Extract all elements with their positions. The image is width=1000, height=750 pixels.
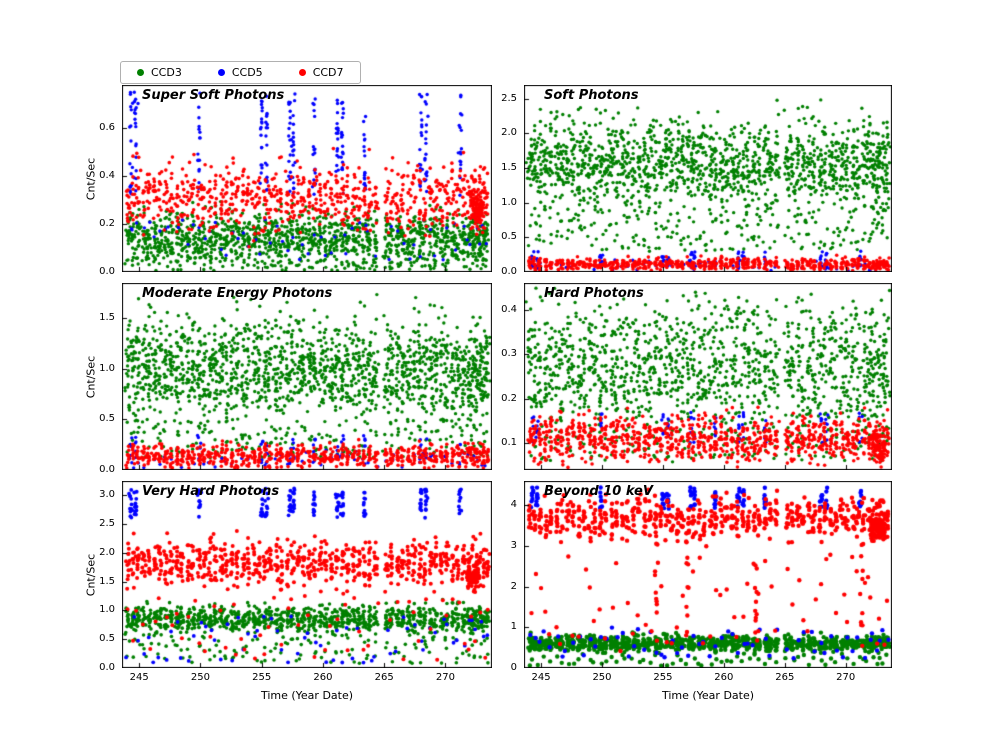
x-tick-label: 260 [714,672,734,683]
y-tick-label: 0.4 [99,170,115,182]
y-tick-label: 0.4 [501,303,517,315]
y-tick-label: 0.0 [99,266,115,277]
y-tick-label: 3.0 [99,489,115,501]
y-tick-label: 0 [510,662,517,673]
x-tick-label: 255 [252,672,272,683]
y-tick-label: 0.5 [99,633,115,645]
x-tick-label: 250 [592,672,612,683]
x-tick-label: 265 [374,672,394,683]
panel-title: Very Hard Photons [142,484,280,499]
y-tick-label: 2.5 [501,92,517,104]
y-tick-label: 0.2 [501,392,517,404]
y-tick-label: 1.5 [99,575,115,587]
y-tick-label: 2 [510,580,517,592]
ccd3-marker-icon [137,69,144,76]
x-tick-label: 245 [129,672,149,683]
y-tick-label: 0.3 [501,348,517,360]
panel-moderate-energy-photons: Moderate Energy Photons Cnt/Sec 0.0 0.5 1.… [85,283,492,475]
y-tick-label: 1.5 [99,312,115,324]
panel-title: Super Soft Photons [142,88,285,103]
x-tick-label: 255 [653,672,673,683]
ccd7-marker-icon [298,69,306,76]
legend-item-ccd5: CCD5 [217,66,263,79]
y-tick-label: 3 [510,540,517,552]
panel-title: Soft Photons [544,88,639,103]
scatter-plot-canvas [122,481,492,668]
legend-label-ccd5: CCD5 [231,66,263,79]
x-axis-label: Time (Year Date) [260,689,354,702]
y-tick-label: 0.5 [99,413,115,425]
legend-item-ccd7: CCD7 [298,66,344,79]
y-axis-label: Cnt/Sec [84,553,98,596]
y-tick-label: 1.5 [501,162,517,174]
y-tick-label: 0.5 [501,231,517,243]
scatter-plot-canvas [524,481,892,668]
panel-title: Hard Photons [544,286,644,301]
y-tick-label: 0.0 [99,464,115,475]
y-tick-label: 2.0 [99,546,115,558]
panel-title: Moderate Energy Photons [142,286,333,301]
scatter-plot-canvas [524,85,892,272]
y-tick-label: 4 [510,499,517,511]
y-tick-label: 0.2 [99,218,115,230]
panel-title: Beyond 10 keV [544,484,653,499]
x-tick-label: 260 [313,672,333,683]
legend-item-ccd3: CCD3 [137,66,182,79]
x-tick-label: 270 [836,672,856,683]
scatter-plot-canvas [122,283,492,470]
y-tick-label: 1.0 [99,362,115,374]
panel-very-hard-photons: Very Hard Photons Cnt/Sec Time (Year Dat… [85,481,492,702]
ccd5-marker-icon [217,69,225,76]
legend-label-ccd7: CCD7 [312,66,344,79]
legend-label-ccd3: CCD3 [151,66,182,79]
legend: CCD3 CCD5 CCD7 [120,61,361,84]
x-tick-label: 270 [435,672,455,683]
panel-beyond-10-kev: Beyond 10 keV Time (Year Date) 0 1 2 3 4 245 2… [511,481,892,702]
x-tick-label: 250 [190,672,210,683]
panel-soft-photons: Soft Photons 0.0 0.5 1.0 1.5 2.0 2.5 [501,85,892,277]
x-tick-label: 265 [775,672,795,683]
y-tick-label: 2.0 [501,127,517,139]
y-tick-label: 0.6 [99,122,115,134]
x-tick-label: 245 [531,672,551,683]
scatter-plot-canvas [524,283,892,470]
y-tick-label: 0.0 [99,662,115,673]
scatter-plot-canvas [122,85,492,272]
y-tick-label: 0.1 [501,437,517,449]
y-tick-label: 1 [510,621,517,633]
panel-hard-photons: Hard Photons 0.1 0.2 0.3 0.4 [501,283,892,470]
y-axis-label: Cnt/Sec [84,355,98,398]
x-axis-label: Time (Year Date) [661,689,755,702]
y-tick-label: 1.0 [99,604,115,616]
y-tick-label: 0.0 [501,266,517,277]
panel-super-soft-photons: Super Soft Photons Cnt/Sec 0.0 0.2 0.4 0.6 [85,85,492,277]
y-tick-label: 2.5 [99,518,115,530]
y-tick-label: 1.0 [501,196,517,208]
